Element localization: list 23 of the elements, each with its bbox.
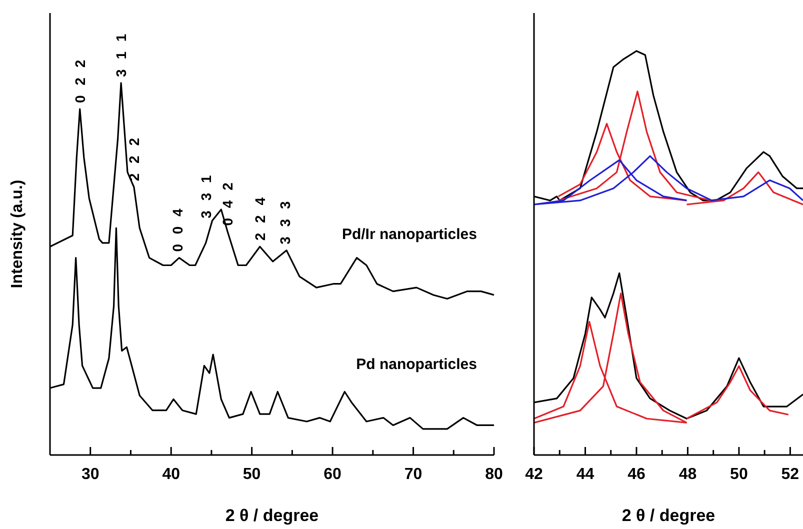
annotation: 2 2 4 <box>252 194 268 241</box>
y-axis-title: Intensity (a.u.) <box>9 180 26 288</box>
series-label: Pd/Ir nanoparticles <box>342 226 477 244</box>
x-tick-label: 80 <box>485 466 503 483</box>
annotation: 0 0 4 <box>170 206 186 252</box>
x-tick-label: 70 <box>404 466 422 483</box>
x-tick-label: 50 <box>242 466 261 483</box>
x-tick-label: 30 <box>81 466 100 483</box>
series-label: Pd nanoparticles <box>356 356 477 374</box>
x-axis-title: 2 θ / degree <box>225 506 319 525</box>
annotation: 3 3 3 <box>276 198 293 244</box>
annotation: 3 3 1 <box>198 172 214 218</box>
x-tick-label: 42 <box>525 466 543 483</box>
x-tick-label: 48 <box>678 466 697 483</box>
x-tick-label: 52 <box>781 466 800 483</box>
x-tick-label: 50 <box>730 466 748 483</box>
x-tick-label: 40 <box>162 466 180 483</box>
x-axis-title: 2 θ / degree <box>622 506 716 525</box>
annotation: 0 2 2 <box>72 56 88 103</box>
x-tick-label: 60 <box>324 466 342 483</box>
x-tick-label: 46 <box>628 466 646 483</box>
annotation: 3 1 1 <box>113 30 130 77</box>
x-tick-label: 44 <box>576 466 594 483</box>
